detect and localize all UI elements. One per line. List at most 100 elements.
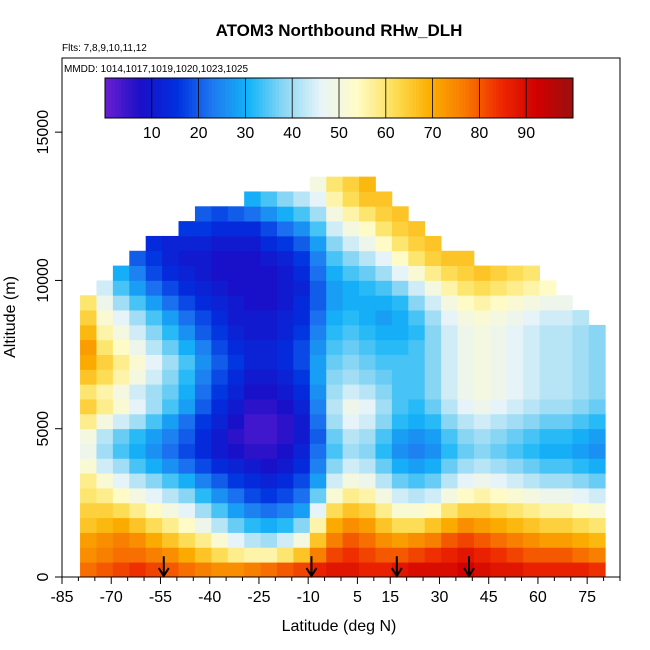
heatmap-cell	[326, 324, 344, 341]
heatmap-cell	[473, 458, 491, 474]
colorbar-segment	[546, 78, 551, 118]
heatmap-cell	[244, 473, 261, 489]
heatmap-cell	[490, 265, 508, 281]
colorbar-segment	[258, 78, 263, 118]
heatmap-cell	[326, 250, 344, 266]
colorbar-segment	[512, 78, 517, 118]
heatmap-cell	[424, 488, 442, 504]
heatmap-cell	[129, 517, 147, 533]
x-tick-label: 75	[578, 589, 596, 606]
colorbar-segment	[105, 78, 109, 118]
heatmap-cell	[473, 399, 491, 415]
colorbar-segment	[342, 78, 347, 118]
heatmap-cell	[194, 384, 212, 400]
heatmap-cell	[457, 339, 475, 355]
y-tick-label: 10000	[35, 258, 52, 303]
heatmap-cell	[572, 517, 590, 533]
heatmap-cell	[457, 265, 475, 281]
heatmap-cell	[80, 517, 97, 533]
heatmap-cell	[342, 488, 360, 504]
heatmap-cell	[375, 339, 393, 355]
heatmap-cell	[359, 547, 376, 563]
heatmap-cell	[309, 517, 327, 533]
heatmap-cell	[473, 295, 491, 311]
heatmap-cell	[194, 310, 212, 326]
colorbar-segment	[352, 78, 357, 118]
colorbar: 10 20 30 40 50 60 70 80 90	[104, 77, 574, 142]
heatmap-cell	[227, 428, 245, 444]
colorbar-segment	[335, 78, 340, 118]
heatmap-cell	[555, 428, 573, 444]
colorbar-segment	[225, 78, 230, 118]
colorbar-segment	[138, 78, 143, 118]
heatmap-cell	[227, 458, 245, 474]
heatmap-cell	[408, 310, 426, 326]
colorbar-segment	[359, 78, 363, 118]
heatmap-cell	[129, 310, 147, 326]
heatmap-cell	[260, 473, 278, 489]
heatmap-cell	[112, 295, 130, 311]
reference-arrows	[157, 556, 475, 578]
heatmap-cell	[162, 517, 179, 533]
heatmap-cell	[359, 265, 376, 281]
heatmap-cell	[112, 458, 130, 474]
heatmap-cell	[391, 250, 409, 266]
heatmap-cell	[96, 413, 114, 430]
heatmap-cell	[276, 517, 294, 533]
heatmap-cell	[473, 384, 491, 400]
heatmap-cell	[227, 399, 245, 415]
heatmap-cell	[96, 428, 114, 444]
x-tick-label: 45	[480, 589, 498, 606]
heatmap-cell	[211, 562, 229, 577]
heatmap-cell	[276, 354, 294, 370]
heatmap-cell	[326, 310, 344, 326]
heatmap-cell	[244, 295, 261, 311]
colorbar-segment	[506, 78, 510, 118]
colorbar-segment	[415, 78, 420, 118]
heatmap-cell	[244, 206, 261, 222]
heatmap-cell	[227, 502, 245, 519]
y-axis-label: Altitude (m)	[2, 276, 19, 358]
heatmap-cell	[539, 458, 557, 474]
heatmap-cell	[244, 443, 261, 459]
colorbar-segment	[265, 78, 270, 118]
colorbar-segment	[298, 78, 303, 118]
x-tick-label: 15	[381, 589, 399, 606]
heatmap-cell	[162, 443, 179, 459]
heatmap-cell	[326, 532, 344, 548]
heatmap-cell	[293, 547, 311, 563]
heatmap-cell	[555, 369, 573, 385]
heatmap-cell	[178, 399, 196, 415]
heatmap-cell	[96, 517, 114, 533]
colorbar-segment	[245, 78, 250, 118]
heatmap-cell	[391, 324, 409, 341]
heatmap-cell	[326, 547, 344, 563]
heatmap-cell	[572, 339, 590, 355]
heatmap-cell	[211, 221, 229, 237]
heatmap-cell	[441, 458, 458, 474]
heatmap-cell	[145, 310, 163, 326]
heatmap-cell	[145, 250, 163, 266]
heatmap-cell	[490, 428, 508, 444]
heatmap-cell	[162, 384, 179, 400]
heatmap-cell	[408, 413, 426, 430]
heatmap-cell	[391, 428, 409, 444]
heatmap-cell	[293, 250, 311, 266]
colorbar-segment	[556, 78, 561, 118]
heatmap-cell	[424, 295, 442, 311]
heatmap-cell	[244, 369, 261, 385]
heatmap-cell	[441, 295, 458, 311]
heatmap-cell	[211, 310, 229, 326]
colorbar-segment	[235, 78, 240, 118]
colorbar-segment	[292, 78, 297, 118]
heatmap-cell	[424, 280, 442, 296]
heatmap-cell	[145, 488, 163, 504]
heatmap-cell	[244, 339, 261, 355]
colorbar-segment	[302, 78, 307, 118]
heatmap-cell	[309, 310, 327, 326]
heatmap-cell	[523, 369, 540, 385]
colorbar-segment	[248, 78, 253, 118]
heatmap-cell	[342, 339, 360, 355]
heatmap-cell	[473, 354, 491, 370]
heatmap-cell	[441, 339, 458, 355]
